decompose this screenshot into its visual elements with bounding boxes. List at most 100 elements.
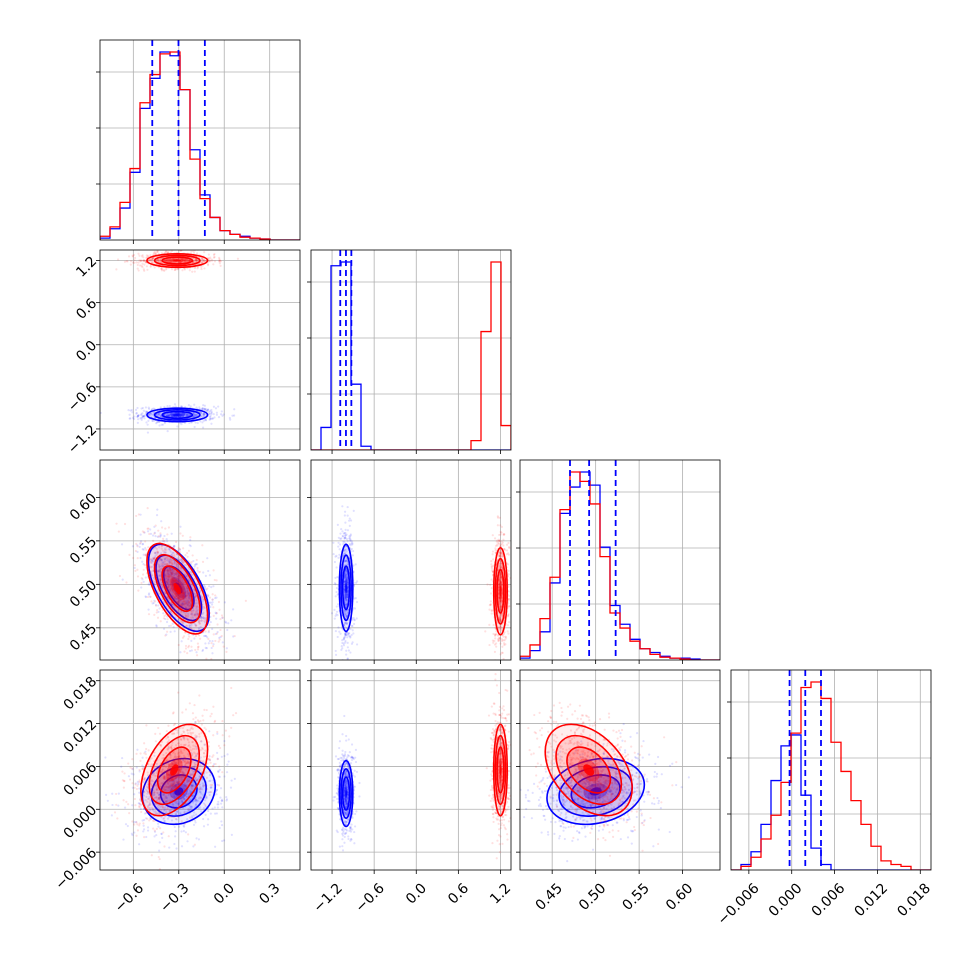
density-core-red	[170, 764, 179, 776]
x-tick-label: −0.6	[112, 880, 147, 915]
contour-blue	[161, 410, 194, 420]
x-tick-label: 0.0	[211, 880, 238, 907]
x-tick-label: −0.006	[715, 880, 763, 928]
x-tick-label: 0.006	[809, 880, 849, 920]
y-tick-label: 0.55	[67, 534, 100, 567]
x-tick-label: 0.018	[894, 880, 934, 920]
contour-red	[496, 568, 505, 614]
scatter-red	[520, 676, 678, 857]
contour-blue	[341, 565, 351, 611]
contour-red	[148, 734, 201, 806]
marginal-panel-1	[307, 249, 512, 454]
y-tick-label: −1.2	[65, 422, 100, 457]
panel-frame	[730, 669, 932, 871]
density-core-red	[499, 764, 502, 776]
y-tick-label: 0.0	[73, 338, 100, 365]
density-core-red	[499, 585, 502, 597]
contour-red	[492, 723, 509, 817]
marginal-panel-2	[516, 459, 721, 664]
contour-red	[153, 553, 201, 624]
scatter-red	[113, 686, 238, 870]
contour-blue	[341, 776, 351, 811]
joint-panel-1-0: −1.2 −0.6 0.0 0.6 1.2	[65, 249, 301, 457]
contour-blue	[340, 554, 352, 622]
contour-red	[161, 565, 194, 613]
contour-red	[544, 723, 633, 817]
x-tick-label: 0.50	[576, 880, 609, 913]
x-tick-label: 1.2	[487, 880, 514, 907]
density-core-red	[173, 259, 182, 262]
x-tick-label: 0.000	[766, 880, 806, 920]
contour-red	[146, 252, 209, 269]
y-tick-label: 0.60	[67, 490, 100, 523]
y-tick-label: 0.018	[61, 674, 101, 714]
x-tick-label: 0.45	[533, 880, 566, 913]
panel-frame	[310, 249, 512, 451]
contour-red	[146, 542, 209, 635]
y-tick-label: 0.50	[67, 577, 100, 610]
density-core-blue	[345, 789, 347, 798]
joint-panel-2-1	[307, 459, 512, 664]
panel-frame	[519, 669, 721, 871]
panel-frame	[99, 459, 301, 661]
contour-blue	[150, 765, 207, 817]
y-tick-label: 0.006	[61, 759, 101, 799]
x-tick-label: 0.55	[620, 880, 653, 913]
y-tick-label: −0.006	[52, 845, 100, 893]
contour-blue	[546, 757, 646, 826]
contour-blue	[340, 768, 352, 820]
x-tick-label: 0.0	[403, 880, 430, 907]
contour-blue	[159, 774, 198, 809]
x-tick-label: 0.60	[663, 880, 696, 913]
x-tick-label: 0.012	[852, 880, 892, 920]
x-tick-label: −0.3	[157, 880, 192, 915]
contour-blue	[147, 543, 210, 633]
y-tick-label: 0.45	[67, 621, 100, 654]
panel-frame	[99, 249, 301, 451]
density-core-blue	[173, 414, 182, 416]
x-tick-label: 0.3	[256, 880, 283, 907]
y-tick-label: 0.000	[61, 802, 101, 842]
panel-frame	[310, 459, 512, 661]
histogram-blue	[311, 261, 511, 450]
joint-panel-3-1: −1.2 −0.6 0.0 0.6 1.2	[307, 669, 514, 916]
contour-blue	[338, 759, 354, 828]
histogram-blue	[520, 471, 720, 660]
contour-red	[566, 746, 612, 794]
y-tick-label: 0.6	[73, 296, 100, 323]
marginal-panel-0	[96, 39, 301, 244]
y-tick-label: −0.6	[65, 380, 100, 415]
contour-red	[156, 746, 192, 794]
panel-frame	[99, 669, 301, 871]
contour-red	[496, 746, 505, 794]
contour-blue	[146, 407, 209, 423]
contour-red	[153, 254, 201, 267]
x-tick-label: 0.6	[445, 880, 472, 907]
panel-frame	[519, 459, 721, 661]
contour-blue	[153, 409, 201, 421]
histogram-red	[731, 681, 931, 870]
contour-blue	[570, 774, 621, 809]
density-core-blue	[345, 582, 347, 594]
histogram-red	[100, 51, 300, 240]
contour-red	[494, 734, 507, 806]
contour-red	[494, 557, 507, 625]
marginal-panel-3: −0.006 0.000 0.006 0.012 0.018	[715, 669, 934, 928]
panel-frame	[310, 669, 512, 871]
contour-red	[140, 723, 209, 817]
x-tick-label: −1.2	[310, 880, 345, 915]
panel-frame	[99, 39, 301, 241]
y-tick-label: 1.2	[73, 254, 100, 281]
y-tick-label: 0.012	[61, 717, 101, 757]
density-core-red	[583, 764, 595, 776]
x-tick-label: −0.6	[353, 880, 388, 915]
joint-panel-2-0: 0.45 0.50 0.55 0.60	[67, 459, 301, 664]
contour-blue	[338, 543, 354, 633]
contour-red	[161, 256, 194, 265]
histogram-red	[520, 471, 720, 660]
scatter-blue	[104, 721, 236, 852]
histogram-red	[311, 261, 511, 450]
contour-red	[492, 547, 509, 636]
